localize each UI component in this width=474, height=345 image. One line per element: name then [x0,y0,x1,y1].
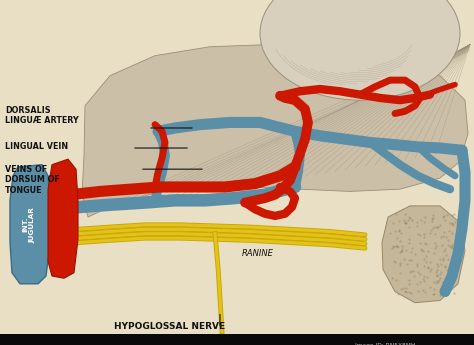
Text: LINGUAL VEIN: LINGUAL VEIN [5,142,68,151]
Text: RANINE: RANINE [242,249,274,258]
Text: Image ID: RN5X8MH
www.alamy.com: Image ID: RN5X8MH www.alamy.com [355,343,415,345]
Text: HYPOGLOSSAL NERVE: HYPOGLOSSAL NERVE [114,323,226,332]
Text: VEINS OF
DORSUM OF
TONGUE: VEINS OF DORSUM OF TONGUE [5,165,60,195]
Ellipse shape [260,0,460,100]
Text: DORSALIS
LINGUÆ ARTERY: DORSALIS LINGUÆ ARTERY [5,106,79,125]
Polygon shape [0,334,474,345]
Polygon shape [48,159,78,278]
Polygon shape [382,206,465,303]
Text: INT.
JUGULAR: INT. JUGULAR [22,207,36,243]
Polygon shape [10,165,50,284]
Polygon shape [82,45,468,217]
